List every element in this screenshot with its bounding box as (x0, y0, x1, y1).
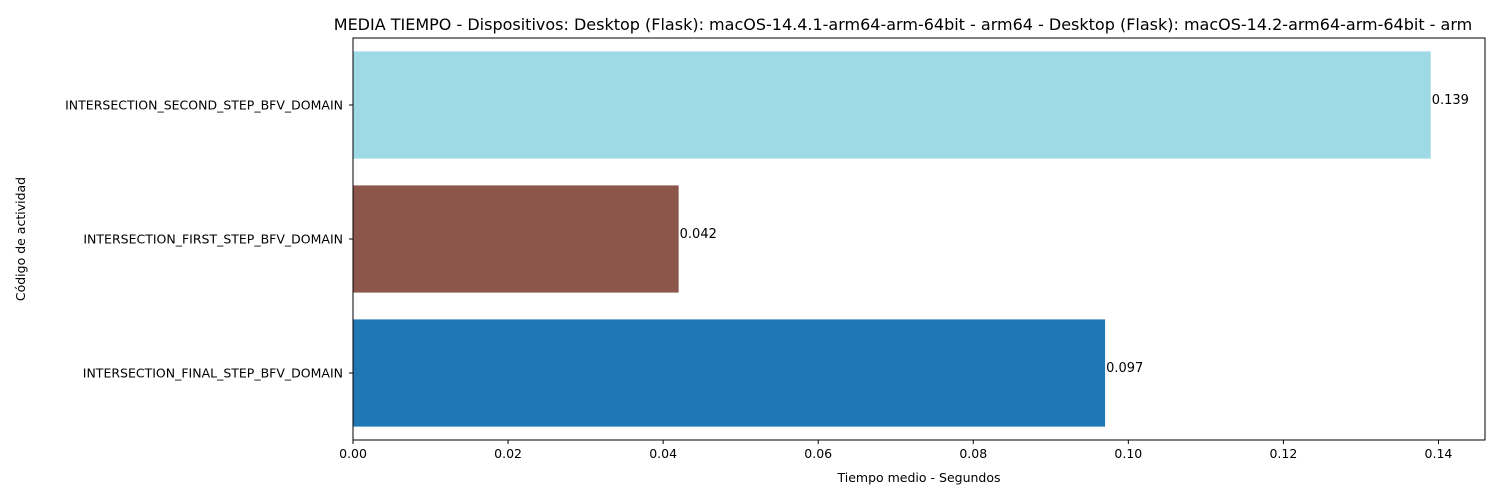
value-label: 0.097 (1106, 361, 1143, 376)
x-axis-label: Tiempo medio - Segundos (836, 470, 1000, 485)
bars-layer (353, 51, 1431, 427)
plot-border (352, 37, 1486, 441)
bar-intersection-first-step-bfv-domain (353, 185, 679, 293)
x-tick-label: 0.04 (649, 446, 677, 461)
bar-intersection-final-step-bfv-domain (353, 319, 1106, 427)
y-tick-label: INTERSECTION_FINAL_STEP_BFV_DOMAIN (83, 366, 343, 381)
value-label: 0.139 (1432, 93, 1469, 108)
y-ticks-layer: INTERSECTION_FINAL_STEP_BFV_DOMAIN INTERS… (65, 98, 353, 381)
y-tick-label: INTERSECTION_SECOND_STEP_BFV_DOMAIN (65, 98, 343, 113)
x-tick-label: 0.10 (1114, 446, 1142, 461)
y-axis-label: Código de actividad (13, 177, 28, 301)
y-tick-label: INTERSECTION_FIRST_STEP_BFV_DOMAIN (83, 232, 343, 247)
x-tick-label: 0.12 (1269, 446, 1297, 461)
x-tick-label: 0.02 (494, 446, 522, 461)
plot-frame (352, 37, 1486, 441)
x-tick-label: 0.00 (339, 446, 367, 461)
x-ticks-layer: 0.00 0.02 0.04 0.06 0.08 0.10 0.12 0.14 (339, 440, 1452, 461)
x-tick-label: 0.14 (1425, 446, 1453, 461)
x-tick-label: 0.06 (804, 446, 832, 461)
value-labels-layer: 0.097 0.042 0.139 (680, 93, 1469, 376)
value-label: 0.042 (680, 227, 717, 242)
x-tick-label: 0.08 (959, 446, 987, 461)
bar-intersection-second-step-bfv-domain (353, 51, 1431, 159)
chart-title: MEDIA TIEMPO - Dispositivos: Desktop (Fl… (334, 15, 1472, 34)
